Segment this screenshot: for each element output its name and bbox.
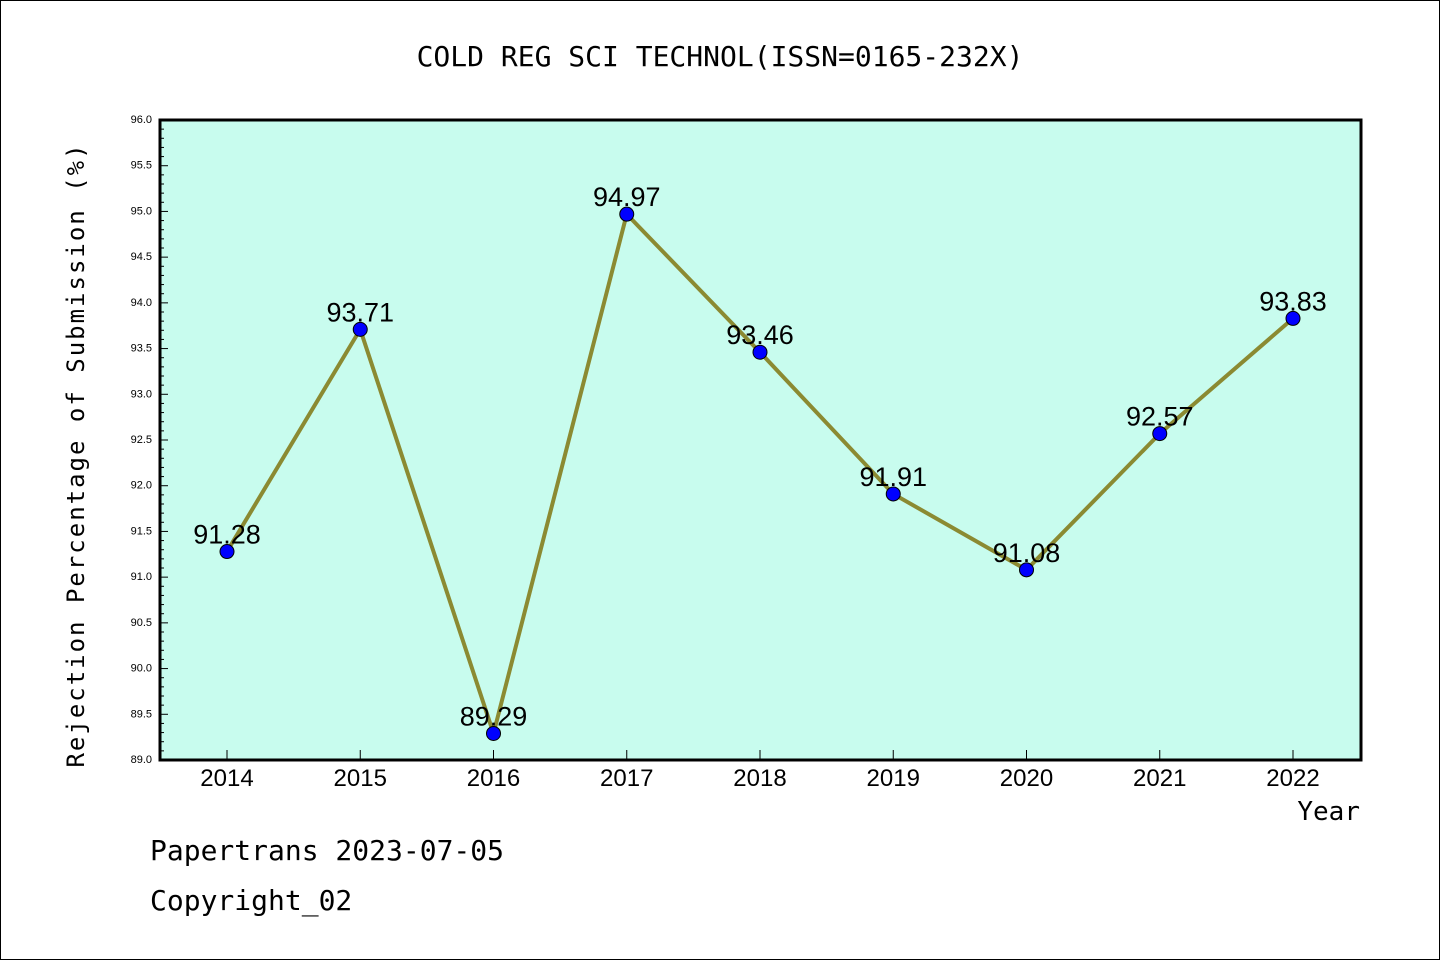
x-tick-label: 2018 bbox=[733, 765, 786, 792]
x-tick-label: 2021 bbox=[1133, 765, 1186, 792]
plot-border bbox=[158, 118, 1363, 762]
x-tick-label: 2016 bbox=[467, 765, 520, 792]
y-tick-label: 93.5 bbox=[131, 343, 152, 355]
data-label: 89.29 bbox=[460, 701, 528, 731]
x-tick-label: 2022 bbox=[1266, 765, 1319, 792]
data-point-marker bbox=[619, 206, 635, 222]
data-label: 92.57 bbox=[1126, 402, 1194, 432]
data-point-marker bbox=[219, 544, 235, 560]
y-axis: 89.0 89.5 90.0 90.5 91.0 91.5 92.0 92.5 93.0 93.5… bbox=[131, 114, 168, 766]
x-axis-label: Year bbox=[1297, 797, 1360, 827]
x-tick-label: 2017 bbox=[600, 765, 653, 792]
y-tick-label: 91.5 bbox=[131, 525, 152, 537]
data-point-marker bbox=[752, 344, 768, 360]
data-label: 93.71 bbox=[326, 297, 394, 327]
data-point-marker bbox=[1019, 562, 1034, 578]
footer-date: Papertrans 2023-07-05 bbox=[150, 834, 505, 867]
series-marker-group bbox=[219, 206, 1301, 741]
x-tick-label: 2015 bbox=[334, 765, 387, 792]
data-point-marker bbox=[1152, 426, 1168, 442]
data-label: 91.91 bbox=[859, 462, 927, 492]
y-tick-label: 95.0 bbox=[131, 205, 152, 217]
y-tick-label: 96.0 bbox=[131, 114, 152, 126]
chart-title: COLD REG SCI TECHNOL(ISSN=0165-232X) bbox=[417, 40, 1024, 73]
y-tick-label: 94.5 bbox=[131, 251, 152, 263]
data-label: 91.08 bbox=[993, 538, 1061, 568]
y-tick-label: 92.5 bbox=[131, 434, 152, 446]
x-tick-label: 2014 bbox=[200, 765, 253, 792]
y-axis-label: Rejection Percentage of Submission (%) bbox=[62, 142, 90, 767]
x-axis: 2014 2015 2016 2017 2018 2019 2020 2021 2022 bbox=[200, 750, 1320, 792]
y-tick-label: 93.0 bbox=[131, 388, 152, 400]
footer-copyright: Copyright_02 bbox=[150, 884, 353, 917]
y-tick-label: 94.0 bbox=[131, 297, 152, 309]
x-tick-label: 2020 bbox=[1000, 765, 1053, 792]
x-tick-label: 2019 bbox=[867, 765, 920, 792]
data-label-group: 91.28 93.71 89.29 94.97 93.46 91.91 91.08 92.57… bbox=[193, 182, 1327, 731]
y-tick-label: 89.5 bbox=[131, 708, 152, 720]
data-label: 91.28 bbox=[193, 520, 261, 550]
data-point-marker bbox=[486, 725, 501, 741]
y-tick-label: 90.0 bbox=[131, 663, 152, 675]
y-tick-label: 89.0 bbox=[131, 754, 152, 766]
data-label: 94.97 bbox=[593, 182, 661, 212]
data-point-marker bbox=[1285, 310, 1301, 326]
data-label: 93.83 bbox=[1259, 286, 1327, 316]
y-tick-label: 92.0 bbox=[131, 480, 152, 492]
y-tick-label: 90.5 bbox=[131, 617, 152, 629]
data-point-marker bbox=[885, 486, 901, 502]
y-tick-label: 91.0 bbox=[131, 571, 152, 583]
data-point-marker bbox=[352, 321, 368, 337]
plot-area bbox=[160, 120, 1361, 760]
y-tick-label: 95.5 bbox=[131, 160, 152, 172]
data-label: 93.46 bbox=[726, 320, 794, 350]
